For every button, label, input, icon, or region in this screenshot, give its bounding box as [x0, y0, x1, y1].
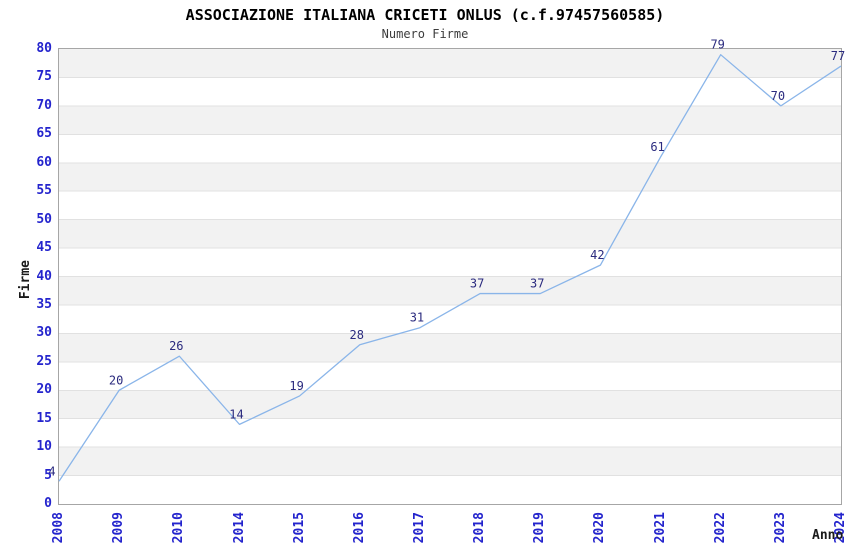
- y-tick-label: 20: [36, 382, 52, 398]
- plot-band: [59, 248, 841, 277]
- chart-title: ASSOCIAZIONE ITALIANA CRICETI ONLUS (c.f…: [185, 6, 665, 24]
- data-point-label: 70: [771, 89, 785, 103]
- chart-subtitle: Numero Firme: [381, 27, 469, 41]
- y-tick-label: 50: [36, 211, 52, 227]
- x-tick-label: 2023: [772, 512, 788, 544]
- plot-band: [59, 77, 841, 106]
- y-tick-label: 30: [36, 325, 52, 341]
- data-point-label: 20: [109, 373, 123, 387]
- plot-band: [59, 191, 841, 220]
- plot-band: [59, 105, 841, 135]
- data-point-label: 28: [350, 328, 364, 342]
- data-point-label: 14: [229, 407, 243, 421]
- data-point-label: 61: [650, 140, 664, 154]
- data-point-label: 19: [289, 379, 303, 393]
- x-tick-label: 2016: [351, 512, 367, 544]
- series-line: [58, 54, 842, 482]
- x-axis-title: Anno: [812, 528, 844, 543]
- x-tick-label: 2022: [712, 512, 728, 544]
- plot-band: [59, 304, 841, 334]
- plot-band: [59, 475, 841, 504]
- plot-band: [59, 390, 841, 419]
- x-tick-label: 2021: [652, 512, 668, 544]
- plot-band: [59, 447, 841, 476]
- x-tick-label: 2010: [171, 512, 187, 544]
- y-tick-label: 5: [44, 467, 52, 483]
- y-tick-label: 55: [36, 183, 52, 199]
- y-tick-label: 75: [36, 69, 52, 85]
- x-tick-label: 2014: [231, 512, 247, 544]
- data-point-label: 26: [169, 339, 183, 353]
- data-point-label: 79: [710, 38, 724, 52]
- x-tick-label: 2020: [592, 512, 608, 544]
- plot-band: [59, 134, 841, 163]
- data-point-label: 42: [590, 248, 604, 262]
- plot-band: [59, 219, 841, 249]
- y-tick-label: 60: [36, 154, 52, 170]
- y-tick-label: 15: [36, 410, 52, 426]
- y-tick-label: 80: [36, 41, 52, 56]
- x-tick-label: 2019: [532, 512, 548, 544]
- data-point-label: 77: [831, 49, 845, 63]
- y-tick-label: 45: [36, 240, 52, 256]
- plot-band: [59, 418, 841, 448]
- y-tick-label: 10: [36, 439, 52, 455]
- plot-band: [59, 361, 841, 391]
- y-tick-label: 25: [36, 353, 52, 369]
- plot-band: [59, 162, 841, 192]
- x-tick-label: 2018: [472, 512, 488, 544]
- y-tick-label: 70: [36, 97, 52, 113]
- y-tick-label: 0: [44, 496, 52, 511]
- x-tick-label: 2015: [291, 512, 307, 544]
- data-point-label: 31: [410, 311, 424, 325]
- y-tick-label: 35: [36, 296, 52, 312]
- plot-canvas: 4 20 26 14 19 28 31 37 37 42 61 79 70 77: [48, 38, 845, 504]
- y-tick-label: 40: [36, 268, 52, 284]
- data-point-label: 37: [470, 277, 484, 291]
- plot-band: [59, 49, 841, 78]
- x-tick-label: 2008: [51, 512, 66, 544]
- plot-band: [59, 333, 841, 362]
- data-point-label: 4: [48, 464, 55, 478]
- data-point-label: 37: [530, 277, 544, 291]
- x-tick-label: 2017: [411, 512, 427, 544]
- plot-area: 4 20 26 14 19 28 31 37 37 42 61 79 70 77: [48, 38, 845, 505]
- y-tick-label: 65: [36, 126, 52, 142]
- plot-band: [59, 276, 841, 305]
- x-tick-label: 2009: [111, 512, 127, 544]
